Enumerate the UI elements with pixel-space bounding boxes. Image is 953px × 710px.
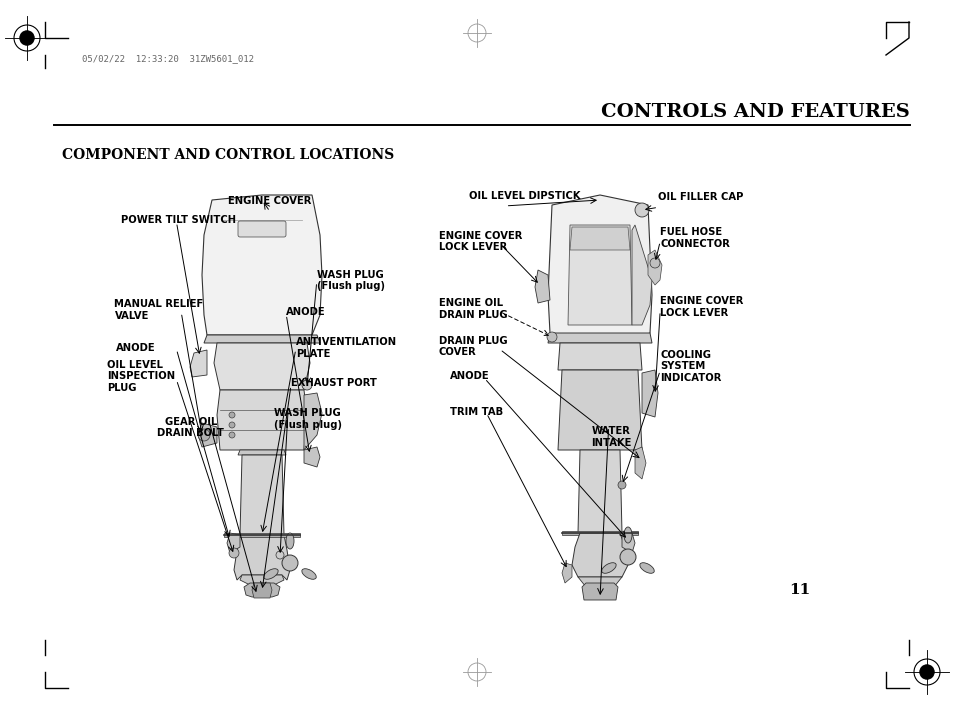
Circle shape xyxy=(229,548,239,558)
Polygon shape xyxy=(198,423,216,447)
Polygon shape xyxy=(237,450,286,455)
Polygon shape xyxy=(631,225,651,325)
Ellipse shape xyxy=(263,569,278,579)
Polygon shape xyxy=(547,333,651,343)
Polygon shape xyxy=(641,370,658,417)
Circle shape xyxy=(913,659,939,685)
Text: ENGINE OIL
DRAIN PLUG: ENGINE OIL DRAIN PLUG xyxy=(438,298,507,320)
Text: POWER TILT SWITCH: POWER TILT SWITCH xyxy=(121,215,236,225)
Polygon shape xyxy=(558,370,641,450)
Circle shape xyxy=(282,555,297,571)
Text: WATER
INTAKE: WATER INTAKE xyxy=(591,426,631,447)
Polygon shape xyxy=(635,447,645,479)
Polygon shape xyxy=(561,531,638,535)
Polygon shape xyxy=(224,533,299,537)
Ellipse shape xyxy=(301,569,316,579)
Circle shape xyxy=(618,481,625,489)
Text: WASH PLUG
(Flush plug): WASH PLUG (Flush plug) xyxy=(274,408,341,430)
Circle shape xyxy=(20,31,34,45)
Polygon shape xyxy=(240,575,284,585)
Polygon shape xyxy=(547,195,651,340)
Ellipse shape xyxy=(639,563,654,573)
Ellipse shape xyxy=(286,533,294,549)
Text: 05/02/22  12:33:20  31ZW5601_012: 05/02/22 12:33:20 31ZW5601_012 xyxy=(82,54,253,63)
Ellipse shape xyxy=(623,527,631,543)
Text: ANODE: ANODE xyxy=(116,343,156,353)
Polygon shape xyxy=(535,270,550,303)
Text: ENGINE COVER: ENGINE COVER xyxy=(228,196,312,206)
Polygon shape xyxy=(567,225,631,325)
Circle shape xyxy=(229,422,234,428)
Circle shape xyxy=(649,258,659,268)
Polygon shape xyxy=(581,583,618,600)
Polygon shape xyxy=(244,583,280,597)
Text: ENGINE COVER
LOCK LEVER: ENGINE COVER LOCK LEVER xyxy=(438,231,521,252)
FancyBboxPatch shape xyxy=(237,221,286,237)
Text: GEAR OIL
DRAIN BOLT: GEAR OIL DRAIN BOLT xyxy=(157,417,224,438)
Text: ANODE: ANODE xyxy=(450,371,490,381)
Text: DRAIN PLUG
COVER: DRAIN PLUG COVER xyxy=(438,336,507,357)
Text: OIL FILLER CAP: OIL FILLER CAP xyxy=(658,192,742,202)
Text: MANUAL RELIEF
VALVE: MANUAL RELIEF VALVE xyxy=(114,300,204,321)
Text: ANTIVENTILATION
PLATE: ANTIVENTILATION PLATE xyxy=(295,337,396,359)
Circle shape xyxy=(302,380,312,390)
Text: COMPONENT AND CONTROL LOCATIONS: COMPONENT AND CONTROL LOCATIONS xyxy=(62,148,394,162)
Text: WASH PLUG
(Flush plug): WASH PLUG (Flush plug) xyxy=(316,270,384,291)
Text: FUEL HOSE
CONNECTOR: FUEL HOSE CONNECTOR xyxy=(659,227,729,248)
Circle shape xyxy=(635,203,648,217)
Polygon shape xyxy=(558,343,641,370)
Polygon shape xyxy=(202,195,322,335)
Polygon shape xyxy=(190,350,207,377)
Polygon shape xyxy=(304,447,319,467)
Polygon shape xyxy=(621,533,635,553)
Polygon shape xyxy=(569,227,629,250)
Circle shape xyxy=(919,665,933,679)
Text: ANODE: ANODE xyxy=(286,307,326,317)
Polygon shape xyxy=(578,450,621,533)
Circle shape xyxy=(229,432,234,438)
Text: EXHAUST PORT: EXHAUST PORT xyxy=(291,378,376,388)
Polygon shape xyxy=(227,533,240,553)
Text: CONTROLS AND FEATURES: CONTROLS AND FEATURES xyxy=(600,103,909,121)
Circle shape xyxy=(546,332,557,342)
Circle shape xyxy=(619,549,636,565)
Polygon shape xyxy=(304,393,322,450)
Polygon shape xyxy=(647,250,661,285)
Text: ENGINE COVER
LOCK LEVER: ENGINE COVER LOCK LEVER xyxy=(659,296,742,317)
Polygon shape xyxy=(572,533,627,577)
Text: TRIM TAB: TRIM TAB xyxy=(450,407,503,417)
Circle shape xyxy=(198,429,210,441)
Polygon shape xyxy=(216,390,307,450)
Text: OIL LEVEL
INSPECTION
PLUG: OIL LEVEL INSPECTION PLUG xyxy=(107,360,174,393)
Polygon shape xyxy=(233,535,290,580)
Circle shape xyxy=(14,25,40,51)
Polygon shape xyxy=(213,343,310,390)
Circle shape xyxy=(229,412,234,418)
Polygon shape xyxy=(204,335,319,343)
Text: COOLING
SYSTEM
INDICATOR: COOLING SYSTEM INDICATOR xyxy=(659,350,720,383)
Text: OIL LEVEL DIPSTICK: OIL LEVEL DIPSTICK xyxy=(469,191,580,201)
Polygon shape xyxy=(252,583,272,598)
Polygon shape xyxy=(240,455,284,535)
Polygon shape xyxy=(578,577,621,587)
Circle shape xyxy=(275,551,284,559)
Text: 11: 11 xyxy=(788,583,810,597)
Polygon shape xyxy=(561,563,572,583)
Ellipse shape xyxy=(601,563,616,573)
